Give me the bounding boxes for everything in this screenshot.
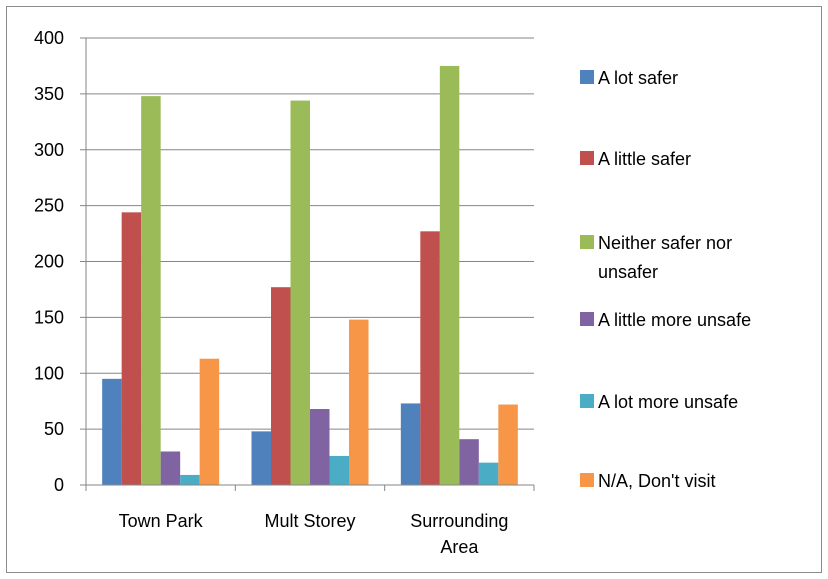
bar bbox=[251, 431, 271, 485]
y-tick-labels: 0 50 100 150 200 250 300 350 400 bbox=[34, 28, 64, 495]
bar bbox=[102, 378, 122, 485]
bar bbox=[160, 451, 181, 485]
legend-label: unsafer bbox=[598, 262, 658, 282]
y-tick-label: 150 bbox=[34, 307, 64, 327]
bar bbox=[310, 409, 330, 485]
bar bbox=[271, 287, 291, 485]
y-tick-label: 200 bbox=[34, 252, 64, 272]
y-tick-label: 400 bbox=[34, 28, 64, 48]
axes bbox=[80, 37, 535, 491]
legend-swatch bbox=[580, 235, 594, 249]
legend-label: A lot more unsafe bbox=[598, 392, 738, 412]
legend-label: A little more unsafe bbox=[598, 310, 751, 330]
y-tick-label: 100 bbox=[34, 363, 64, 383]
y-tick-label: 300 bbox=[34, 140, 64, 160]
legend-label: N/A, Don't visit bbox=[598, 471, 715, 491]
x-category-label: Area bbox=[440, 537, 479, 557]
bar bbox=[439, 65, 460, 485]
legend: A lot safer A little safer Neither safer n… bbox=[580, 68, 751, 491]
legend-swatch bbox=[580, 394, 594, 408]
bar bbox=[329, 455, 349, 485]
bars bbox=[102, 65, 518, 486]
x-category-label: Surrounding bbox=[410, 511, 508, 531]
bar bbox=[349, 319, 369, 485]
bar bbox=[459, 439, 479, 485]
bar bbox=[478, 462, 499, 485]
bar bbox=[290, 100, 310, 485]
legend-swatch bbox=[580, 70, 594, 84]
bar bbox=[420, 231, 440, 485]
legend-swatch bbox=[580, 473, 594, 487]
legend-swatch bbox=[580, 151, 594, 165]
y-tick-label: 250 bbox=[34, 196, 64, 216]
legend-label: A little safer bbox=[598, 149, 691, 169]
x-category-label: Mult Storey bbox=[264, 511, 355, 531]
y-tick-label: 50 bbox=[44, 419, 64, 439]
y-tick-label: 0 bbox=[54, 475, 64, 495]
bar bbox=[121, 212, 142, 485]
bar bbox=[199, 358, 220, 485]
bar bbox=[400, 403, 421, 485]
bar bbox=[498, 404, 518, 485]
legend-label: A lot safer bbox=[598, 68, 678, 88]
y-tick-label: 350 bbox=[34, 84, 64, 104]
legend-label: Neither safer nor bbox=[598, 233, 732, 253]
x-category-labels: Town Park Mult Storey Surrounding Area bbox=[119, 511, 509, 557]
x-category-label: Town Park bbox=[119, 511, 204, 531]
bar bbox=[141, 96, 161, 486]
bar bbox=[180, 474, 200, 485]
legend-swatch bbox=[580, 312, 594, 326]
